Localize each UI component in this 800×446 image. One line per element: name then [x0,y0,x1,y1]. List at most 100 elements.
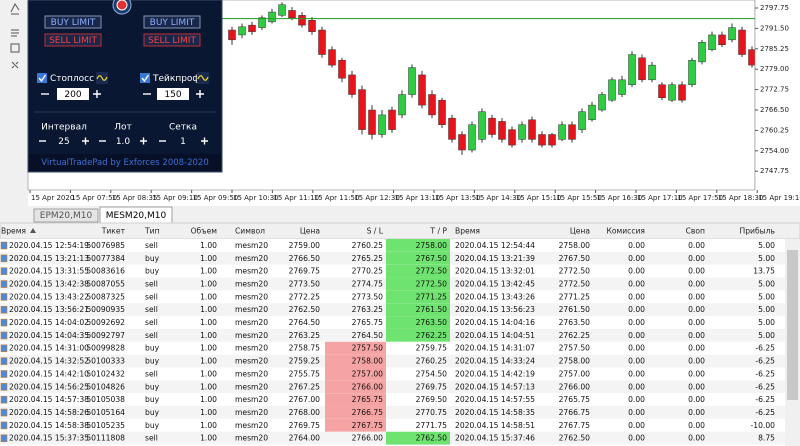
candle-body [378,114,386,135]
grid-plus[interactable] [201,137,208,145]
table-cell: 2020.04.15 13:32:01 [455,267,535,276]
table-cell: 5.00 [758,318,775,327]
table-cell: 0.00 [688,369,705,378]
buy-limit-button[interactable] [143,15,201,29]
table-cell: 2758.00 [352,357,384,366]
tool-trendline[interactable] [10,3,20,15]
table-cell: 2763.25 [289,331,321,340]
table-cell: 2762.50 [416,434,448,443]
sort-arrow[interactable] [30,228,36,233]
column-header: Цена [570,227,590,236]
table-cell: 2020.04.15 14:31:00 [9,344,89,353]
x-tick-label: 15 Apr 11:50 [314,194,360,202]
table-cell: 1.00 [200,292,217,301]
table-cell: 0.00 [688,344,705,353]
table-cell: 50090935 [86,305,125,314]
candle-body [548,134,556,146]
candle-body [628,54,636,85]
table-cell: 2763.50 [416,318,448,327]
table-cell: 50076985 [86,241,125,250]
y-tick-label: 2747.75 [760,167,789,175]
table-cell: 2020.04.15 14:04:16 [455,318,535,327]
candle-body [668,84,676,101]
table-cell: 2767.25 [289,382,321,391]
tool-text[interactable] [10,43,20,53]
candle-body [688,59,696,85]
tab[interactable] [33,208,99,223]
table-cell: 0.00 [628,357,645,366]
table-cell: 1.00 [200,434,217,443]
tool-fibo[interactable] [11,29,19,37]
table-cell: mesm20 [235,267,268,276]
table-cell: 2020.04.15 14:04:02 [9,318,89,327]
table-cell: 2771.25 [559,292,591,301]
y-tick-label: 2785.25 [760,45,789,53]
sell-limit-button[interactable] [143,33,201,47]
table-cell: 2769.75 [289,267,321,276]
table-cell: buy [145,408,160,417]
table-cell: 2773.50 [352,292,384,301]
row-icon [0,331,8,340]
interval-plus[interactable] [82,137,89,145]
x-tick-label: 15 Apr 12:30 [354,194,400,202]
lot-plus[interactable] [140,137,147,145]
table-cell: 2020.04.15 14:31:07 [455,344,535,353]
y-tick-label: 2797.75 [760,4,789,12]
candle-body [558,124,566,140]
table-cell: 5.00 [758,305,775,314]
candles [228,2,756,155]
table-cell: 2020.04.15 14:04:35 [9,331,89,340]
sl-hit-cell [325,367,386,381]
stoploss-value: 200 [64,90,81,100]
table-cell: 2766.75 [352,408,384,417]
table-cell: 0.00 [688,421,705,430]
table-cell: 2772.50 [416,279,448,288]
table-row [0,354,785,368]
table-cell: mesm20 [235,434,268,443]
takeprofit-plus[interactable] [196,90,204,98]
column-header: Объем [191,227,218,236]
table-cell: mesm20 [235,331,268,340]
candle-body [618,79,626,95]
takeprofit-value: 150 [164,90,181,100]
table-cell: 1.00 [200,357,217,366]
table-cell: mesm20 [235,318,268,327]
sell-limit-button[interactable] [44,33,102,47]
table-cell: 0.00 [628,421,645,430]
table-cell: 2765.75 [352,395,384,404]
tool-shapes[interactable] [11,61,19,69]
buy-limit-button[interactable] [44,15,102,29]
scrollbar-thumb[interactable] [787,250,798,400]
table-cell: buy [145,421,160,430]
stoploss-plus[interactable] [93,90,101,98]
table-cell: 50105235 [86,421,125,430]
table-cell: 0.00 [628,241,645,250]
stoploss-input[interactable] [57,88,89,100]
x-tick-label: 15 Apr 16:30 [597,194,643,202]
takeprofit-label: Тейкпроф [152,74,200,84]
takeprofit-checkbox[interactable] [140,73,150,83]
table-cell: 2766.75 [559,408,591,417]
table-row [0,406,785,419]
table-cell: 2020.04.15 13:56:21 [9,305,89,314]
candle-body [258,17,266,28]
table-cell: 50077384 [86,254,125,263]
table-cell: 2759.25 [289,357,321,366]
table-cell: 50104826 [86,382,125,391]
table-cell: 50087325 [86,292,125,301]
candle-body [358,89,366,130]
table-cell: 2771.25 [416,292,448,301]
candle-body [698,42,706,63]
table-cell: 2766.00 [352,434,384,443]
table-cell: 50092692 [86,318,125,327]
table-cell: 2761.50 [416,305,448,314]
table-cell: 2764.00 [289,434,321,443]
takeprofit-input[interactable] [157,88,189,100]
table-cell: 0.00 [628,344,645,353]
buy-limit-label: BUY LIMIT [150,18,195,28]
stoploss-checkbox[interactable] [37,73,47,83]
y-tick-label: 2791.50 [760,24,789,32]
x-tick-label: 15 Apr 19:10 [758,194,800,202]
table-cell: 0.00 [688,267,705,276]
